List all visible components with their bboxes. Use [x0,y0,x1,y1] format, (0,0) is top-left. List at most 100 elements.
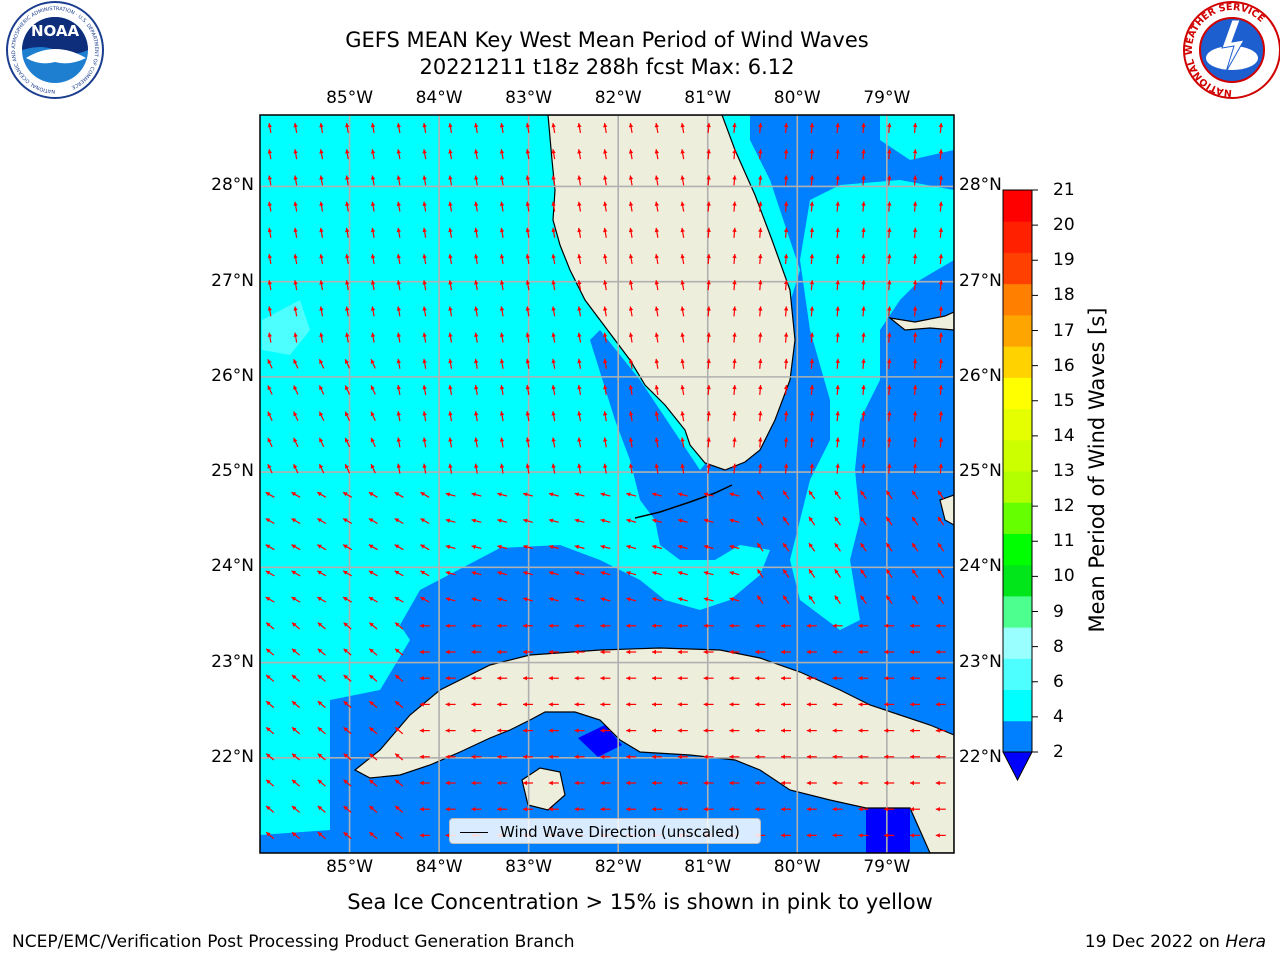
wind-wave-arrow [910,833,920,838]
wind-wave-arrow [860,542,867,552]
wind-wave-arrow [835,280,840,291]
wind-wave-arrow [316,596,327,603]
wind-wave-arrow [551,280,556,291]
wind-wave-arrow [912,384,918,396]
wind-wave-arrow [935,780,946,786]
wind-wave-arrow [471,597,482,602]
wind-wave-arrow [809,201,815,212]
colorbar-segment [1003,408,1032,441]
wind-wave-arrow [422,358,427,369]
wind-wave-arrow [319,280,324,291]
wind-wave-arrow [344,437,351,448]
wind-wave-arrow [319,122,324,134]
wind-wave-arrow [911,516,919,526]
wind-wave-arrow [523,702,533,707]
wind-wave-arrow [806,728,817,733]
wind-wave-arrow [809,437,815,448]
wind-wave-arrow [783,149,789,160]
wind-wave-arrow [445,676,456,681]
wind-wave-arrow [806,702,817,707]
wind-wave-arrow [861,411,866,422]
wind-wave-arrow [548,728,559,733]
colorbar-segment [1003,533,1032,566]
wind-wave-arrow [732,411,737,422]
wind-wave-arrow [729,518,740,523]
wind-wave-arrow [551,411,556,422]
wind-wave-arrow [834,595,841,605]
colorbar-segment [1003,221,1032,253]
wind-wave-arrow [422,149,427,160]
wind-wave-arrow [755,623,766,628]
wind-wave-arrow [680,437,685,448]
wind-wave-arrow [319,332,324,343]
wind-wave-arrow [525,122,530,134]
wind-wave-arrow [370,359,376,369]
wind-wave-arrow [497,780,508,786]
wind-wave-arrow [525,306,530,317]
wind-wave-arrow [370,122,376,134]
wind-wave-arrow [703,676,714,681]
wind-wave-arrow [603,411,608,422]
wind-wave-arrow [267,201,272,212]
lat-tick-label-right: 28°N [959,175,1002,196]
wind-wave-arrow [783,253,789,265]
wind-wave-arrow [834,542,841,552]
wind-wave-arrow [422,332,427,343]
wind-wave-arrow [551,332,556,343]
wind-wave-arrow [419,780,430,786]
legend-label: Wind Wave Direction (unscaled) [500,823,740,841]
wind-wave-arrow [783,384,789,396]
wind-wave-arrow [319,227,324,238]
wind-wave-arrow [937,516,945,526]
wind-wave-arrow [368,805,378,813]
wind-wave-arrow [267,122,272,134]
wind-wave-arrow [345,253,350,265]
wind-wave-arrow [626,518,637,523]
wind-wave-arrow [680,384,685,396]
wind-wave-arrow [370,227,376,238]
wind-wave-arrow [834,568,841,578]
wind-wave-arrow [293,463,299,474]
wind-wave-arrow [474,358,479,369]
lon-tick-label-top: 82°W [594,88,642,108]
land-andros [939,494,954,526]
wind-wave-arrow [345,332,350,343]
wind-wave-arrow [551,122,556,134]
wind-wave-arrow [680,463,685,474]
wind-wave-arrow [368,753,378,761]
wind-wave-arrow [422,437,427,448]
wind-wave-arrow [652,597,662,602]
wind-wave-arrow [317,648,326,656]
wind-wave-arrow [628,463,634,474]
wind-wave-arrow [783,201,789,212]
wind-wave-arrow [448,384,453,396]
wind-wave-arrow [317,622,326,630]
wind-wave-arrow [832,702,843,707]
wind-wave-arrow [911,595,919,605]
wind-wave-arrow [419,807,430,812]
wind-wave-arrow [267,332,272,343]
wind-wave-arrow [497,492,508,497]
wind-wave-arrow [551,253,556,265]
wind-wave-arrow [448,122,453,134]
wind-wave-arrow [396,175,401,186]
wind-wave-arrow [600,597,611,602]
wind-wave-arrow [628,201,634,212]
wind-wave-arrow [344,463,351,474]
wind-wave-arrow [291,700,301,709]
wind-wave-arrow [603,306,608,317]
wind-wave-arrow [370,385,376,395]
wind-wave-arrow [628,358,634,369]
wind-wave-arrow [577,175,582,186]
wind-wave-arrow [732,384,737,396]
wind-wave-arrow [781,807,791,812]
wind-wave-arrow [758,463,763,474]
wind-wave-arrow [445,780,456,786]
wind-wave-arrow [887,227,892,238]
wind-wave-arrow [912,149,918,160]
wind-wave-arrow [548,571,559,576]
wind-wave-arrow [809,358,815,369]
wind-wave-arrow [626,702,637,707]
wind-wave-arrow [654,332,659,343]
wind-wave-arrow [884,649,895,655]
